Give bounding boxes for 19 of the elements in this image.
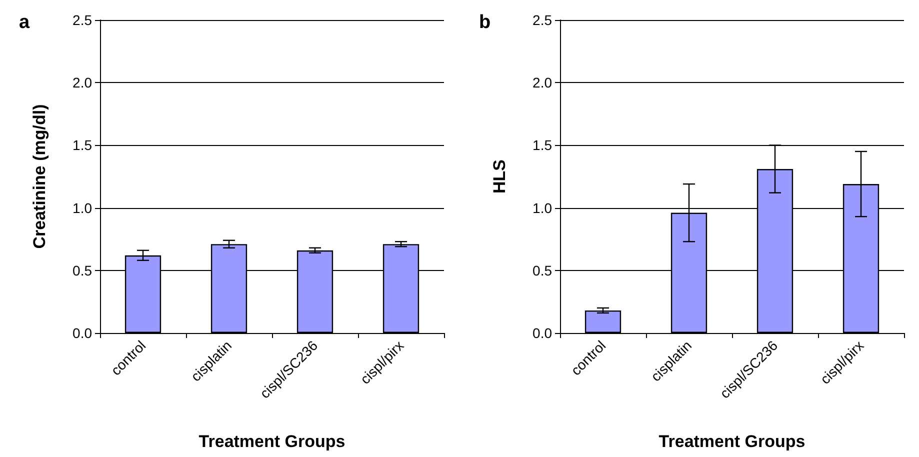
y-tick-label: 2.0 bbox=[72, 74, 92, 91]
x-axis-title: Treatment Groups bbox=[198, 432, 346, 451]
y-tick-label: 1.0 bbox=[532, 200, 552, 216]
y-axis-title: HLS bbox=[490, 160, 509, 194]
y-tick-label: 2.0 bbox=[532, 74, 552, 91]
chart-title: a bbox=[19, 12, 30, 33]
y-tick-label: 0.5 bbox=[532, 262, 552, 278]
y-tick-label: 1.5 bbox=[532, 137, 552, 154]
y-tick-label: 1.0 bbox=[72, 200, 92, 216]
y-tick-label: 0.0 bbox=[532, 325, 552, 341]
y-tick-label: 1.5 bbox=[72, 137, 92, 154]
y-tick-label: 2.5 bbox=[532, 12, 552, 28]
y-tick-label: 0.5 bbox=[72, 262, 92, 278]
y-tick-label: 2.5 bbox=[72, 12, 92, 28]
chart-title: b bbox=[479, 12, 491, 33]
y-axis-title: Creatinine (mg/dl) bbox=[30, 104, 49, 249]
y-tick-label: 0.0 bbox=[72, 325, 92, 341]
bar bbox=[584, 310, 622, 333]
x-axis-title: Treatment Groups bbox=[658, 432, 806, 451]
